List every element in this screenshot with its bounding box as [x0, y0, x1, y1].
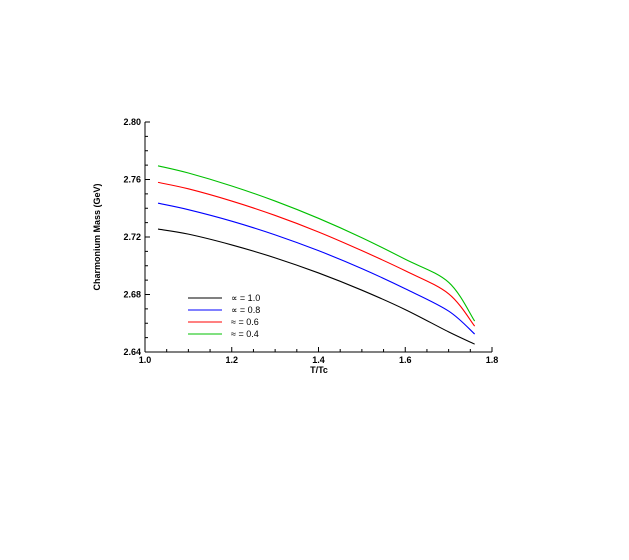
series-line-2: [157, 181, 476, 327]
axes: 2.64 2.68 2.72 2.76 2.80 1.0 1.2 1.4 1.6 1.8: [123, 117, 498, 365]
series-line-3: [157, 165, 476, 322]
legend-label-0: ∝ = 1.0: [231, 293, 260, 303]
legend-label-3: ≈ = 0.4: [231, 329, 259, 339]
y-tick-label: 2.76: [123, 175, 141, 185]
x-axis-title: T/Tc: [310, 365, 328, 375]
series-line-1: [157, 202, 476, 335]
series-layer: [157, 165, 476, 345]
x-tick-label: 1.4: [312, 355, 325, 365]
legend-label-1: ∝ = 0.8: [231, 305, 260, 315]
x-tick-label: 1.8: [486, 355, 499, 365]
y-axis-title: Charmonium Mass (GeV): [92, 183, 102, 290]
x-tick-label: 1.6: [399, 355, 412, 365]
series-line-0: [157, 228, 475, 345]
legend: ∝ = 1.0 ∝ = 0.8 ≈ = 0.6 ≈ = 0.4: [188, 293, 260, 339]
y-tick-label: 2.68: [123, 290, 141, 300]
x-tick-label: 1.0: [139, 355, 152, 365]
y-tick-label: 2.80: [123, 117, 141, 127]
x-tick-label: 1.2: [225, 355, 238, 365]
y-tick-label: 2.72: [123, 232, 141, 242]
y-tick-label: 2.64: [123, 347, 141, 357]
legend-label-2: ≈ = 0.6: [231, 317, 259, 327]
